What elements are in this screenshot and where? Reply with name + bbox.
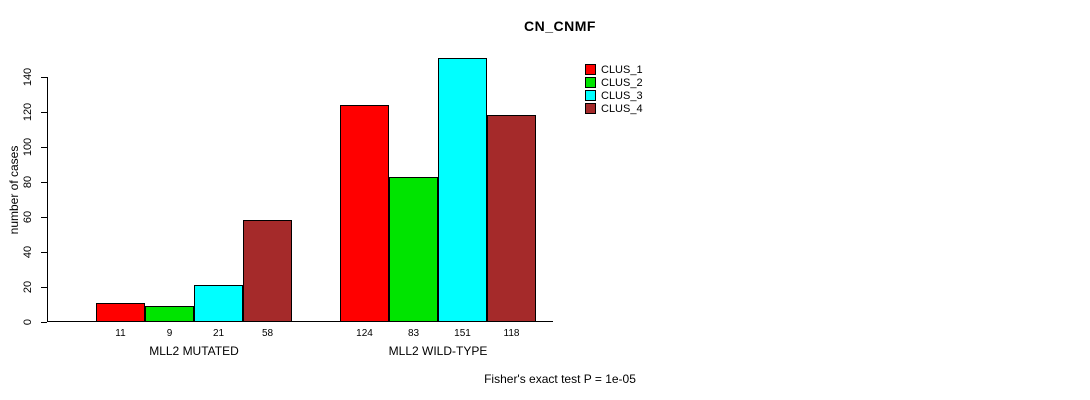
legend-item-clus_4: CLUS_4: [585, 102, 643, 115]
bar-value-label: 58: [261, 328, 274, 339]
y-axis-tick: [41, 251, 47, 253]
legend-item-clus_3: CLUS_3: [585, 89, 643, 102]
y-axis-line: [47, 77, 48, 322]
y-axis-tick-label: 80: [22, 175, 34, 189]
bar-value-label: 124: [356, 328, 373, 339]
bar-value-label: 11: [115, 328, 126, 339]
chart-title: CN_CNMF: [524, 18, 596, 34]
y-axis-tick: [41, 111, 47, 113]
bar-value-label: 9: [166, 328, 173, 339]
bar-value-label: 118: [503, 328, 520, 339]
y-axis-tick-label: 140: [22, 67, 34, 87]
y-axis-tick-label: 20: [22, 280, 34, 294]
annotation-text: Fisher's exact test P = 1e-05: [484, 372, 636, 386]
y-axis-tick: [41, 146, 47, 148]
bar-clus_1-group2: [340, 105, 389, 322]
bar-value-label: 83: [407, 328, 420, 339]
legend-swatch-icon: [585, 64, 596, 75]
y-axis-tick-label: 120: [22, 102, 34, 122]
legend-label: CLUS_1: [601, 63, 643, 76]
plot-area: 0 20 40 60 80 100 120 140 11 9 21 58 MLL2 MUTATED 124…: [22, 55, 560, 358]
legend-label: CLUS_3: [601, 89, 643, 102]
y-axis-tick-label: 100: [22, 137, 34, 157]
bar-clus_4-group1: [243, 220, 292, 322]
bar-value-label: 21: [212, 328, 225, 339]
legend-swatch-icon: [585, 103, 596, 114]
y-axis-tick: [41, 216, 47, 218]
legend-item-clus_2: CLUS_2: [585, 76, 643, 89]
bar-clus_3-group2: [438, 58, 487, 322]
bar-clus_1-group1: [96, 303, 145, 322]
y-axis-tick: [41, 321, 47, 323]
bar-clus_2-group1: [145, 306, 194, 322]
legend-label: CLUS_4: [601, 102, 643, 115]
y-axis-tick-label: 0: [22, 318, 34, 326]
group-label: MLL2 WILD-TYPE: [388, 344, 488, 358]
legend-swatch-icon: [585, 90, 596, 101]
legend: CLUS_1 CLUS_2 CLUS_3 CLUS_4: [585, 63, 643, 115]
bar-value-label: 151: [454, 328, 471, 339]
bar-clus_3-group1: [194, 285, 243, 322]
y-axis-tick-label: 60: [22, 210, 34, 224]
y-axis-tick: [41, 76, 47, 78]
group-label: MLL2 MUTATED: [149, 344, 239, 358]
legend-label: CLUS_2: [601, 76, 643, 89]
y-axis-tick: [41, 286, 47, 288]
y-axis-tick-label: 40: [22, 245, 34, 259]
legend-swatch-icon: [585, 77, 596, 88]
y-axis-tick: [41, 181, 47, 183]
bar-clus_2-group2: [389, 177, 438, 322]
legend-item-clus_1: CLUS_1: [585, 63, 643, 76]
bar-clus_4-group2: [487, 115, 536, 322]
x-axis-line: [48, 321, 553, 322]
y-axis-label: number of cases: [7, 145, 21, 235]
